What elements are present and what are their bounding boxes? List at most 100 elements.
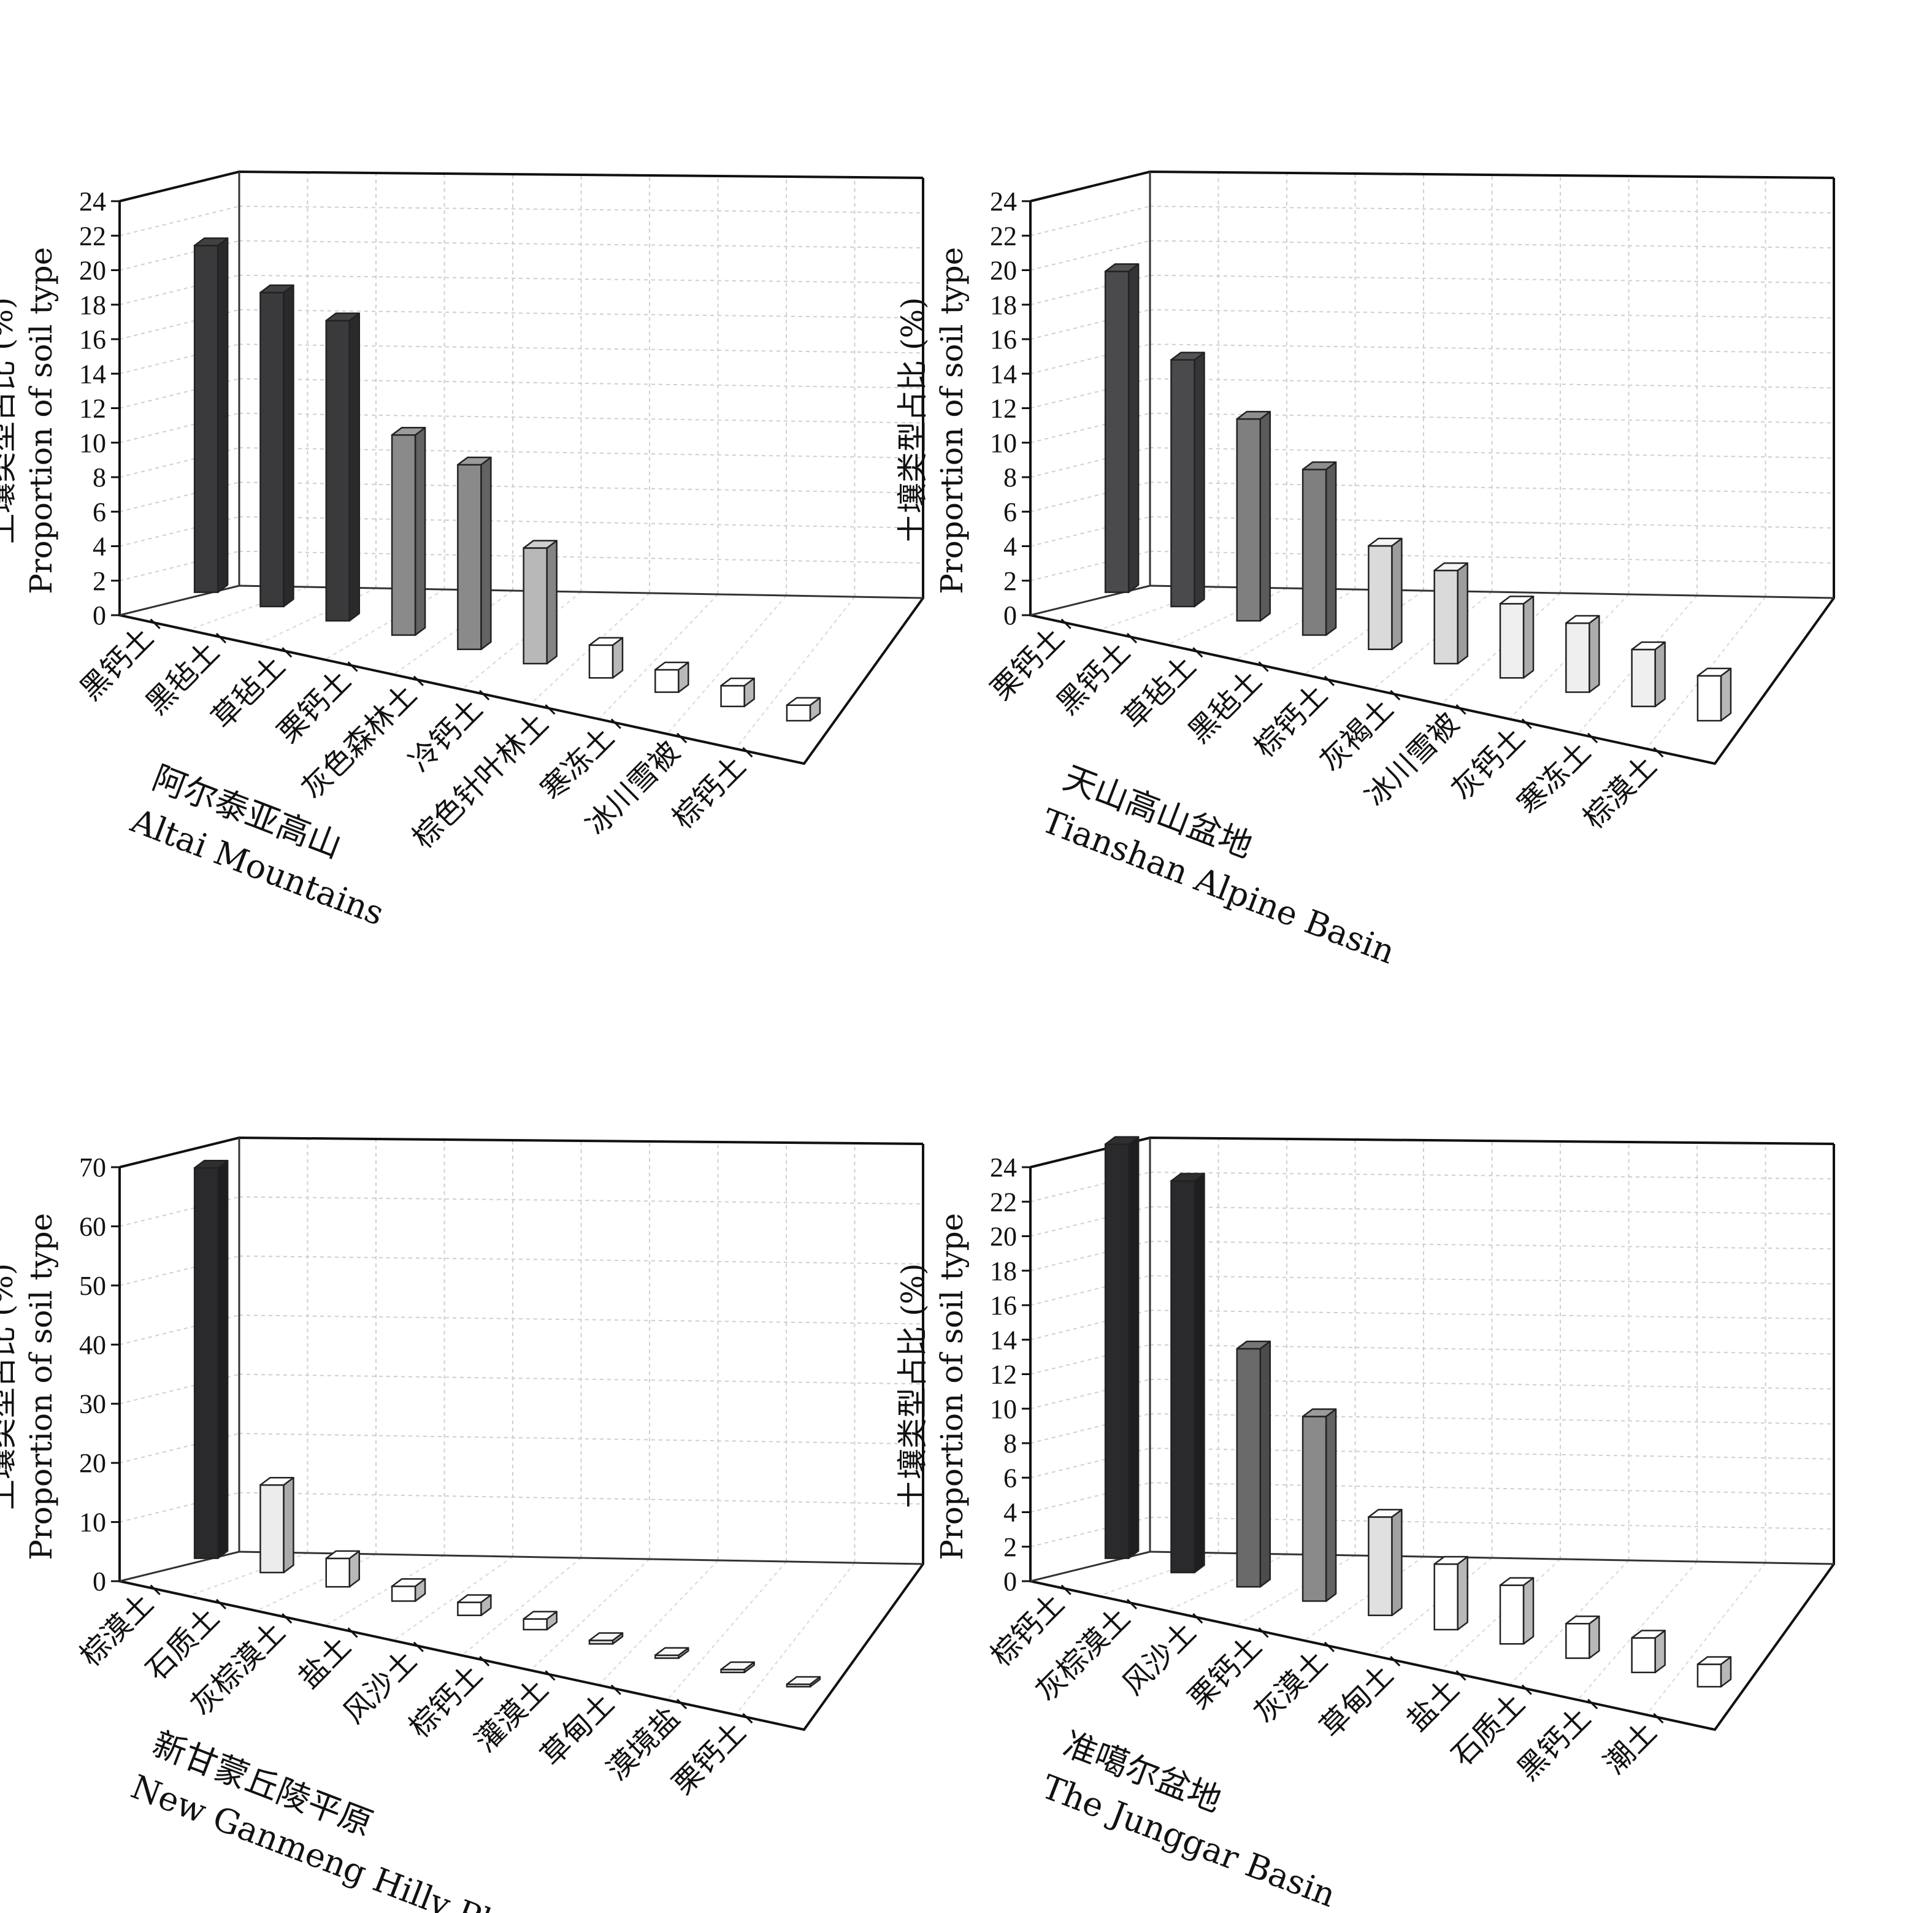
left-grid-hline xyxy=(1030,1482,1151,1513)
x-tick xyxy=(347,1627,358,1638)
bar xyxy=(654,661,689,693)
x-tick xyxy=(742,1712,753,1724)
left-grid-hline xyxy=(119,1433,240,1464)
bar-top-face xyxy=(1236,410,1271,420)
bar-top-face xyxy=(259,1476,294,1486)
x-tick xyxy=(677,732,688,743)
floor-grid-line xyxy=(324,1555,445,1627)
frame-front-edges xyxy=(118,1144,924,1731)
floor-grid-line xyxy=(1577,1561,1698,1701)
bar-front-face xyxy=(325,320,351,622)
bar-top-face xyxy=(1236,1340,1271,1350)
left-grid-hline xyxy=(119,240,240,271)
y-tick-label: 20 xyxy=(79,1448,106,1478)
y-tick-label: 24 xyxy=(990,186,1017,217)
y-tick-label: 14 xyxy=(79,359,106,389)
x-tick xyxy=(1126,1598,1138,1609)
floor-grid-line xyxy=(393,1556,513,1641)
back-grid-hline xyxy=(1149,1275,1834,1285)
floor-grid-line xyxy=(1372,591,1493,690)
bar xyxy=(325,312,361,622)
y-tick-label: 20 xyxy=(79,256,106,286)
floor-grid-line xyxy=(393,590,513,675)
back-grid-hline xyxy=(1149,1240,1834,1250)
x-tick xyxy=(1258,1627,1269,1638)
bar-side-face xyxy=(414,426,426,636)
y-tick-label: 60 xyxy=(79,1211,106,1241)
x-tick xyxy=(610,1684,621,1695)
x-tick xyxy=(1455,1670,1466,1681)
bar-top-face xyxy=(1631,1630,1666,1639)
floor-grid-line xyxy=(461,591,582,690)
y-tick-label: 0 xyxy=(93,600,106,631)
back-grid-hline xyxy=(239,274,924,284)
y-tick-label: 14 xyxy=(990,1325,1017,1355)
bar-top-face xyxy=(1565,615,1600,624)
category-label: 盐土 xyxy=(1400,1672,1465,1738)
bar-front-face xyxy=(1104,1143,1130,1559)
left-grid-hline xyxy=(1030,378,1151,409)
bar-top-face xyxy=(325,312,361,322)
x-tick xyxy=(1587,732,1598,743)
y-tick-label: 40 xyxy=(79,1330,106,1360)
bar xyxy=(588,637,624,679)
bar-side-face xyxy=(283,1476,294,1574)
x-tick xyxy=(282,647,293,658)
x-tick xyxy=(479,1655,490,1667)
x-tick xyxy=(1192,647,1203,658)
bar xyxy=(1170,351,1205,608)
bar-front-face xyxy=(523,1618,548,1631)
x-tick xyxy=(1521,1684,1532,1695)
bar-side-face xyxy=(1127,263,1140,593)
left-grid-hline xyxy=(119,516,240,547)
bar-side-face xyxy=(1391,1509,1403,1616)
bar-top-face xyxy=(588,1632,624,1641)
left-grid-hline xyxy=(119,378,240,409)
bar-front-face xyxy=(193,1167,219,1559)
bar-front-face xyxy=(1170,1180,1195,1574)
floor-grid-line xyxy=(1646,1562,1766,1716)
floor-grid-line xyxy=(667,1561,787,1701)
x-tick xyxy=(413,675,424,686)
x-tick xyxy=(1060,1584,1071,1595)
bar-front-face xyxy=(457,464,482,650)
floor-grid-line xyxy=(667,595,787,735)
bar xyxy=(1499,596,1535,679)
left-grid-hline xyxy=(1030,1275,1151,1306)
y-tick-label: 6 xyxy=(1003,497,1017,527)
bar-top-face xyxy=(325,1550,361,1560)
floor-grid-line xyxy=(1303,590,1424,675)
bar-front-face xyxy=(325,1557,351,1588)
bar-front-face xyxy=(1104,270,1130,593)
y-tick-label: 14 xyxy=(990,359,1017,389)
bar-side-face xyxy=(217,1159,229,1559)
y-tick-label: 6 xyxy=(93,497,106,527)
x-tick xyxy=(1192,1613,1203,1624)
floor-grid-line xyxy=(529,1558,650,1671)
bar-top-face xyxy=(1433,1555,1468,1565)
y-tick-label: 2 xyxy=(93,566,106,596)
left-grid-hline xyxy=(1030,1344,1151,1375)
y-tick-label: 4 xyxy=(1003,532,1017,562)
left-grid-hline xyxy=(119,1314,240,1346)
bar-top-face xyxy=(1170,351,1205,361)
bar-top-face xyxy=(1104,1136,1140,1145)
bar-top-face xyxy=(1301,461,1337,470)
bar xyxy=(1433,1555,1468,1631)
x-tick xyxy=(1653,1712,1664,1724)
bar xyxy=(588,1632,624,1645)
bar xyxy=(654,1647,689,1659)
bar-top-face xyxy=(1696,1656,1732,1665)
bar-top-face xyxy=(391,426,426,436)
bar-top-face xyxy=(1170,1173,1205,1182)
bar-front-face xyxy=(1499,1584,1525,1645)
bar-front-face xyxy=(523,547,548,665)
floor-grid-line xyxy=(1303,1556,1424,1641)
bar xyxy=(457,456,492,650)
bar xyxy=(1368,1509,1403,1616)
bar-side-face xyxy=(546,540,558,665)
left-grid-hline xyxy=(119,1373,240,1405)
bar-side-face xyxy=(1720,667,1732,722)
y-tick-label: 8 xyxy=(93,462,106,493)
